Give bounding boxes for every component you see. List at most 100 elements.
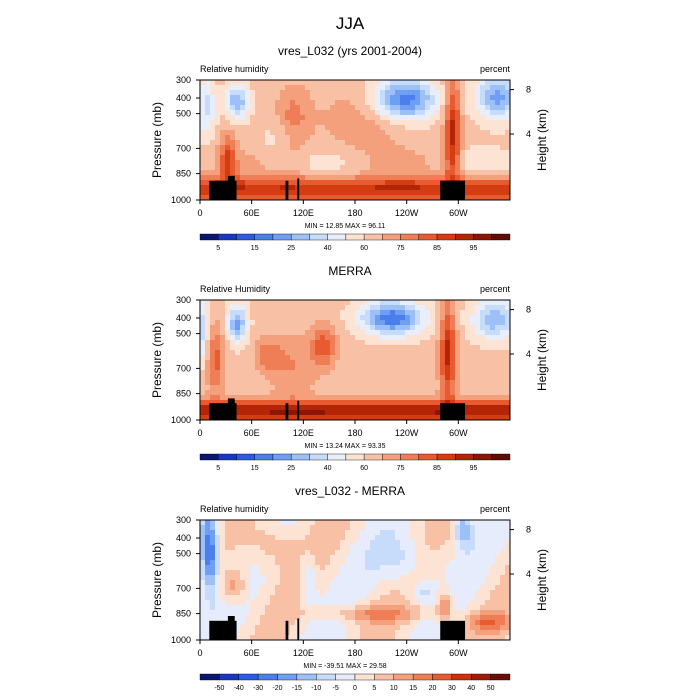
heatmap-cell bbox=[435, 180, 441, 186]
heatmap-cell bbox=[245, 175, 251, 181]
heatmap-cell bbox=[310, 120, 316, 126]
heatmap-cell bbox=[445, 370, 451, 376]
heatmap-cell bbox=[280, 190, 286, 196]
heatmap-cell bbox=[470, 600, 476, 606]
heatmap-cell bbox=[335, 390, 341, 396]
heatmap-cell bbox=[370, 380, 376, 386]
heatmap-cell bbox=[265, 415, 271, 421]
y-axis-right-label: Height (km) bbox=[535, 549, 549, 611]
heatmap-cell bbox=[260, 315, 266, 321]
heatmap-cell bbox=[295, 590, 301, 596]
heatmap-cell bbox=[480, 625, 486, 631]
heatmap-cell bbox=[480, 580, 486, 586]
heatmap-cell bbox=[325, 365, 331, 371]
heatmap-cell bbox=[250, 540, 256, 546]
heatmap-cell bbox=[345, 195, 351, 201]
heatmap-cell bbox=[495, 310, 501, 316]
heatmap-cell bbox=[435, 545, 441, 551]
heatmap-cell bbox=[310, 330, 316, 336]
heatmap-cell bbox=[445, 165, 451, 171]
heatmap-cell bbox=[450, 570, 456, 576]
heatmap-cell bbox=[245, 140, 251, 146]
heatmap-cell bbox=[370, 550, 376, 556]
heatmap-cell bbox=[210, 345, 216, 351]
heatmap-cell bbox=[265, 610, 271, 616]
heatmap-cell bbox=[395, 180, 401, 186]
heatmap-cell bbox=[475, 625, 481, 631]
heatmap-cell bbox=[455, 370, 461, 376]
heatmap-cell bbox=[225, 360, 231, 366]
heatmap-cell bbox=[210, 585, 216, 591]
heatmap-cell bbox=[300, 375, 306, 381]
heatmap-cell bbox=[445, 160, 451, 166]
heatmap-cell bbox=[405, 370, 411, 376]
heatmap-cell bbox=[490, 185, 496, 191]
heatmap-cell bbox=[200, 400, 206, 406]
heatmap-cell bbox=[390, 330, 396, 336]
heatmap-cell bbox=[230, 520, 236, 526]
heatmap-cell bbox=[245, 535, 251, 541]
heatmap-cell bbox=[240, 85, 246, 91]
heatmap-cell bbox=[405, 170, 411, 176]
heatmap-cell bbox=[420, 145, 426, 151]
heatmap-cell bbox=[230, 330, 236, 336]
heatmap-cell bbox=[480, 395, 486, 401]
heatmap-cell bbox=[295, 330, 301, 336]
heatmap-cell bbox=[350, 385, 356, 391]
heatmap-cell bbox=[450, 545, 456, 551]
heatmap-cell bbox=[420, 305, 426, 311]
heatmap-cell bbox=[265, 185, 271, 191]
heatmap-cell bbox=[500, 520, 506, 526]
heatmap-cell bbox=[400, 590, 406, 596]
heatmap-cell bbox=[420, 180, 426, 186]
heatmap-cell bbox=[285, 105, 291, 111]
heatmap-cell bbox=[505, 105, 511, 111]
heatmap-cell bbox=[325, 160, 331, 166]
heatmap-cell bbox=[450, 335, 456, 341]
heatmap-cell bbox=[380, 535, 386, 541]
heatmap-cell bbox=[350, 540, 356, 546]
heatmap-cell bbox=[500, 385, 506, 391]
heatmap-cell bbox=[460, 400, 466, 406]
heatmap-cell bbox=[250, 410, 256, 416]
heatmap-cell bbox=[415, 600, 421, 606]
heatmap-cell bbox=[290, 410, 296, 416]
heatmap-cell bbox=[300, 305, 306, 311]
x-tick-label: 60E bbox=[244, 648, 260, 658]
heatmap-cell bbox=[375, 330, 381, 336]
heatmap-cell bbox=[240, 120, 246, 126]
heatmap-cell bbox=[435, 380, 441, 386]
y-tick-label: 700 bbox=[176, 583, 191, 593]
heatmap-cell bbox=[250, 185, 256, 191]
heatmap-cell bbox=[400, 610, 406, 616]
heatmap-cell bbox=[500, 580, 506, 586]
heatmap-cell bbox=[455, 165, 461, 171]
heatmap-cell bbox=[495, 360, 501, 366]
heatmap-cell bbox=[500, 325, 506, 331]
heatmap-cell bbox=[320, 300, 326, 306]
heatmap-cell bbox=[285, 395, 291, 401]
heatmap-cell bbox=[415, 355, 421, 361]
heatmap-cell bbox=[265, 145, 271, 151]
heatmap-cell bbox=[465, 385, 471, 391]
heatmap-cell bbox=[470, 105, 476, 111]
heatmap-cell bbox=[485, 575, 491, 581]
heatmap-cell bbox=[235, 575, 241, 581]
heatmap-cell bbox=[450, 380, 456, 386]
colorbar-label: 75 bbox=[397, 245, 405, 252]
heatmap-cell bbox=[280, 315, 286, 321]
heatmap-cell bbox=[410, 305, 416, 311]
heatmap-cell bbox=[280, 620, 286, 626]
heatmap-cell bbox=[495, 525, 501, 531]
heatmap-cell bbox=[410, 185, 416, 191]
heatmap-cell bbox=[395, 535, 401, 541]
heatmap-cell bbox=[425, 600, 431, 606]
panel-right-label: percent bbox=[480, 64, 511, 74]
heatmap-cell bbox=[420, 380, 426, 386]
heatmap-cell bbox=[305, 165, 311, 171]
heatmap-cell bbox=[420, 150, 426, 156]
heatmap-cell bbox=[470, 180, 476, 186]
heatmap-cell bbox=[500, 620, 506, 626]
y-axis-label: Pressure (mb) bbox=[150, 542, 164, 618]
heatmap-cell bbox=[280, 575, 286, 581]
